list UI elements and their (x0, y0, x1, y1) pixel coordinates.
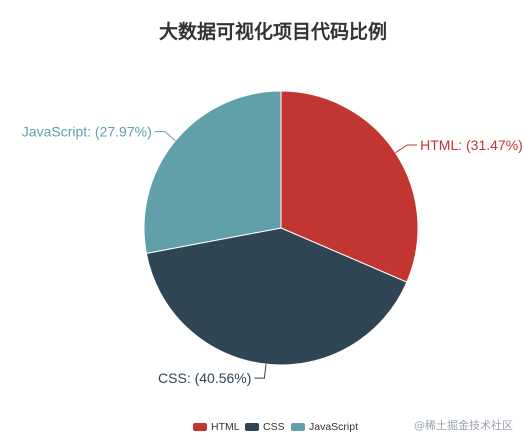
legend[interactable]: HTML CSS JavaScript (193, 421, 358, 433)
label-line-javascript (154, 131, 176, 141)
pie-slice-javascript[interactable] (143, 90, 282, 255)
legend-swatch-html (193, 423, 207, 431)
chart-title: 大数据可视化项目代码比例 (159, 20, 387, 43)
slice-label-html: HTML: (31.47%) (420, 137, 523, 153)
slice-label-javascript: JavaScript: (27.97%) (22, 124, 152, 140)
watermark: @稀土掘金技术社区 (414, 418, 513, 432)
slice-labels: HTML: (31.47%) CSS: (40.56%) JavaScript: (… (22, 124, 523, 386)
legend-swatch-javascript (291, 423, 305, 431)
legend-label-css: CSS (263, 421, 285, 433)
legend-item-css[interactable]: CSS (245, 421, 285, 433)
legend-swatch-css (245, 423, 259, 431)
pie-slices (143, 90, 419, 366)
slice-label-css: CSS: (40.56%) (158, 370, 251, 386)
legend-label-javascript: JavaScript (309, 421, 358, 433)
legend-label-html: HTML (211, 421, 240, 433)
legend-item-html[interactable]: HTML (193, 421, 240, 433)
label-line-html (395, 144, 418, 154)
label-line-css (254, 364, 267, 379)
legend-item-javascript[interactable]: JavaScript (291, 421, 358, 433)
